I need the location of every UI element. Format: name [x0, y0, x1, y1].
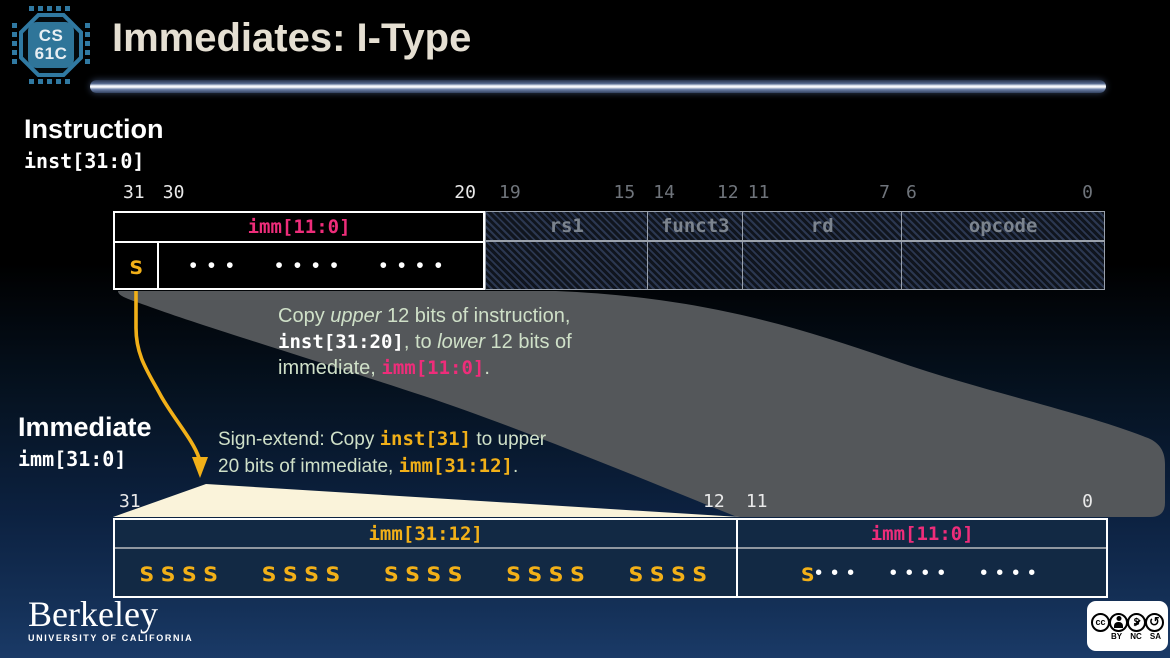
- immediate-upper-field: imm[31:12] ssss ssss ssss ssss ssss: [115, 520, 739, 596]
- bit-label: 0: [1082, 182, 1093, 203]
- instruction-heading: Instruction: [24, 114, 164, 144]
- field-funct3: funct3: [647, 211, 744, 290]
- bit-label: 12: [703, 491, 725, 512]
- chip-pins-top: [29, 6, 74, 11]
- page-title: Immediates: I-Type: [112, 16, 472, 60]
- imm3112-code: imm[31:12]: [398, 455, 513, 477]
- note-text: Copy: [278, 305, 331, 327]
- cc-by-label: BY: [1111, 631, 1123, 641]
- instruction-other-fields: rs1 funct3 rd opcode: [485, 211, 1108, 290]
- field-opcode: opcode: [901, 211, 1105, 290]
- note-text: 12 bits of instruction,: [381, 305, 571, 327]
- immediate-upper-value: ssss ssss ssss ssss ssss: [138, 557, 713, 588]
- bit-label: 11: [747, 182, 770, 203]
- cc-nc-label: NC: [1130, 631, 1142, 641]
- berkeley-wordmark: Berkeley: [28, 594, 158, 634]
- copy-note-line2: inst[31:20], to lower 12 bits of: [278, 329, 638, 355]
- funct3-label: funct3: [660, 215, 730, 237]
- berkeley-subtitle: UNIVERSITY OF CALIFORNIA: [28, 633, 194, 643]
- immediate-field-table: imm[31:12] ssss ssss ssss ssss ssss imm[…: [113, 518, 1108, 598]
- note-text: to upper: [471, 429, 547, 450]
- copy-note-line1: Copy upper 12 bits of instruction,: [278, 303, 638, 329]
- cc-label-row: BY NC SA: [1087, 632, 1168, 642]
- instruction-bit-ruler: 31 30 20 19 15 14 12 11 7 6 0: [113, 182, 1108, 204]
- rd-label: rd: [810, 215, 834, 237]
- bit-label: 30: [162, 182, 185, 203]
- note-text: 20 bits of immediate,: [218, 456, 399, 477]
- field-rd: rd: [742, 211, 903, 290]
- instruction-heading-block: Instruction inst[31:0]: [24, 114, 164, 173]
- note-text-italic: lower: [437, 331, 485, 353]
- chip-pins-bottom: [29, 79, 74, 84]
- cs61c-chip-logo: CS 61C: [12, 6, 90, 84]
- immediate-lower-label: imm[11:0]: [870, 522, 974, 545]
- share-alike-arrow-icon: ↺: [1149, 614, 1160, 630]
- note-text: , to: [403, 331, 438, 353]
- immediate-upper-label: imm[31:12]: [368, 522, 483, 545]
- cc-sa-icon: ↺: [1145, 612, 1164, 632]
- instruction-range-label: inst[31:0]: [24, 148, 145, 173]
- cc-by-icon: [1109, 612, 1128, 632]
- bit-label: 6: [906, 182, 917, 203]
- bit-label: 19: [499, 182, 521, 203]
- immediate-lower-field: imm[11:0] s ••• •••• ••••: [738, 520, 1106, 596]
- note-text: .: [484, 357, 490, 379]
- cc-sa-label: SA: [1149, 631, 1161, 641]
- note-text: 12 bits of: [485, 331, 572, 353]
- field-rs1: rs1: [485, 211, 649, 290]
- arrowhead: [192, 457, 208, 478]
- chip-core-label: CS 61C: [28, 22, 74, 68]
- immediate-heading: Immediate: [18, 412, 152, 442]
- copy-note-line3: immediate, imm[11:0].: [278, 355, 638, 381]
- note-text: .: [512, 456, 519, 477]
- cc-glyph: cc: [1095, 617, 1106, 628]
- note-text: immediate,: [278, 357, 382, 379]
- inst-range-code: inst[31:20]: [278, 331, 404, 353]
- rs1-label: rs1: [549, 215, 584, 237]
- instruction-bits-cell: ••• •••• ••••: [159, 243, 483, 288]
- no-dollar-icon: $: [1133, 616, 1140, 628]
- bit-label: 15: [613, 182, 636, 203]
- immediate-lower-dots: ••• •••• ••••: [815, 561, 1045, 584]
- cc-license-badge: cc $ ↺ BY NC SA: [1087, 601, 1168, 651]
- cc-icon: cc: [1091, 612, 1110, 632]
- inst31-code: inst[31]: [379, 428, 472, 450]
- bit-label: 20: [454, 182, 476, 203]
- immediate-range-label: imm[31:0]: [18, 446, 127, 471]
- immediate-bit-ruler: 31 12 11 0: [113, 491, 1108, 513]
- opcode-label: opcode: [968, 215, 1038, 237]
- immediate-heading-block: Immediate imm[31:0]: [18, 412, 152, 471]
- bit-label: 31: [118, 491, 141, 512]
- logo-text-bottom: 61C: [34, 44, 68, 63]
- imm-range-code: imm[11:0]: [381, 357, 485, 379]
- note-text-italic: upper: [330, 305, 382, 327]
- instruction-field-table: imm[11:0] s ••• •••• •••• rs1 funct3 rd: [113, 211, 1108, 290]
- bit-label: 12: [716, 182, 739, 203]
- cc-icon-row: cc $ ↺: [1091, 612, 1164, 632]
- instruction-bit-dots: ••• •••• ••••: [189, 254, 453, 277]
- bit-label: 0: [1082, 491, 1093, 512]
- cc-nc-icon: $: [1127, 612, 1146, 632]
- note-text: Sign-extend: Copy: [218, 429, 380, 450]
- bit-label: 31: [122, 182, 145, 203]
- immediate-lower-sign: s: [800, 558, 816, 587]
- sign-bit: s: [128, 251, 144, 280]
- sign-note-line2: 20 bits of immediate, imm[31:12].: [218, 453, 608, 480]
- instruction-imm-label: imm[11:0]: [247, 216, 351, 238]
- copy-note: Copy upper 12 bits of instruction, inst[…: [278, 303, 638, 381]
- bit-label: 7: [879, 182, 890, 203]
- bit-label: 14: [653, 182, 675, 203]
- title-divider: [90, 80, 1106, 93]
- chip-pins-right: [85, 23, 90, 68]
- chip-pins-left: [12, 23, 17, 68]
- bit-label: 11: [745, 491, 768, 512]
- berkeley-logo: Berkeley UNIVERSITY OF CALIFORNIA: [28, 596, 193, 643]
- instruction-sign-bit-cell: s: [115, 243, 160, 288]
- person-icon: [1114, 616, 1123, 629]
- sign-extend-note: Sign-extend: Copy inst[31] to upper 20 b…: [218, 426, 608, 480]
- sign-note-line1: Sign-extend: Copy inst[31] to upper: [218, 426, 608, 453]
- logo-text-top: CS: [38, 26, 64, 46]
- instruction-imm-field: imm[11:0] s ••• •••• ••••: [113, 211, 486, 290]
